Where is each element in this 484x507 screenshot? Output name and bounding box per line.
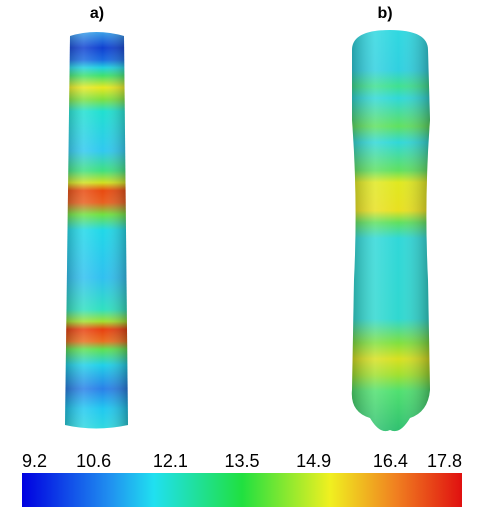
colorbar bbox=[22, 473, 462, 507]
cylinder-a bbox=[65, 32, 128, 429]
colorbar-tick-label: 17.8 bbox=[427, 451, 462, 471]
colorbar-tick-label: 16.4 bbox=[373, 451, 408, 471]
colorbar-tick-label: 12.1 bbox=[153, 451, 188, 471]
panel-label: a) bbox=[90, 5, 104, 22]
cylinder-b bbox=[352, 30, 430, 431]
figure: a) b) 9.2 10.6 12.1 13.5 14.9 16.4 17.8 bbox=[0, 0, 484, 507]
colorbar-ticks: 9.2 10.6 12.1 13.5 14.9 16.4 17.8 bbox=[22, 451, 462, 471]
colorbar-tick-label: 13.5 bbox=[224, 451, 259, 471]
colorbar-tick-label: 14.9 bbox=[296, 451, 331, 471]
colorbar-tick-label: 10.6 bbox=[76, 451, 111, 471]
colorbar-tick-label: 9.2 bbox=[22, 451, 47, 471]
panel-label: b) bbox=[377, 5, 392, 22]
